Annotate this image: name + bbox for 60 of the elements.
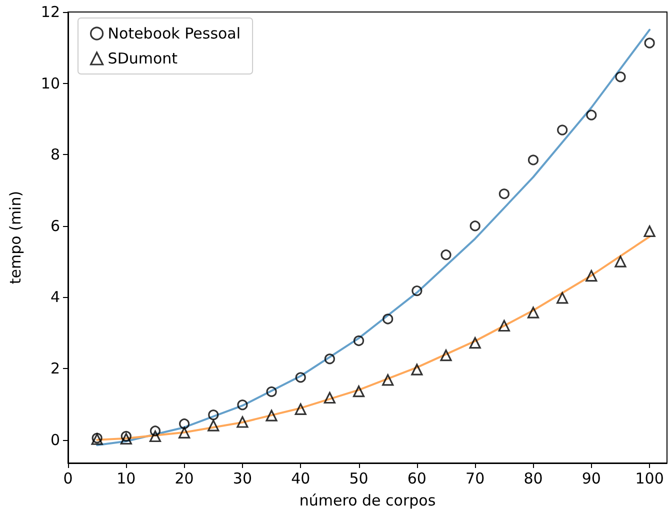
point (179, 418, 190, 430)
x-tick-label: 10 (116, 470, 136, 488)
point (644, 38, 655, 48)
x-tick-label: 40 (291, 470, 310, 488)
y-tick-label: 10 (40, 74, 60, 92)
point (382, 314, 394, 324)
x-tick-label: 80 (524, 470, 543, 488)
point (352, 386, 365, 398)
y-tick-label: 6 (50, 216, 60, 235)
point (412, 286, 422, 296)
x-tick-label: 20 (174, 470, 194, 488)
y-tick-label: 4 (50, 288, 60, 306)
y-axis-title: tempo (min) (6, 190, 24, 284)
x-axis-title: número de corpos (299, 492, 436, 510)
point (440, 350, 452, 362)
point (266, 410, 278, 422)
point (528, 154, 539, 166)
point (440, 249, 452, 260)
point (586, 110, 597, 120)
point (150, 426, 161, 436)
x-tick-label: 30 (232, 470, 252, 488)
point (527, 306, 540, 318)
point (469, 337, 481, 349)
point (208, 410, 219, 420)
point (208, 420, 220, 432)
point (470, 220, 480, 232)
y-tick-label: 2 (50, 360, 60, 378)
point (120, 432, 132, 445)
point (556, 292, 568, 304)
point (382, 374, 394, 386)
y-tick-label: 8 (50, 146, 60, 164)
point (266, 386, 277, 397)
point (498, 320, 510, 332)
point (237, 400, 248, 410)
point (644, 225, 656, 238)
point (411, 364, 423, 376)
point (353, 335, 364, 346)
point (557, 124, 568, 136)
x-tick-label: 70 (466, 470, 485, 488)
point (615, 72, 626, 82)
y-tick-label: 0 (50, 430, 60, 449)
point (586, 270, 598, 282)
point (178, 426, 190, 438)
point (614, 256, 626, 268)
point (236, 416, 248, 428)
y-tick-label: 12 (40, 3, 60, 21)
point (294, 403, 306, 415)
point (295, 372, 306, 383)
x-tick-label: 60 (407, 470, 426, 488)
point (324, 354, 335, 364)
point (120, 430, 132, 442)
legend-label: SDumont (108, 50, 178, 68)
x-tick-label: 0 (63, 470, 73, 488)
point (149, 430, 162, 442)
point (324, 392, 336, 404)
x-tick-label: 50 (349, 470, 368, 488)
x-tick-label: 90 (582, 470, 601, 488)
legend-label: Notebook Pessoal (108, 24, 241, 42)
point (498, 188, 510, 200)
x-tick-label: 100 (635, 470, 664, 488)
